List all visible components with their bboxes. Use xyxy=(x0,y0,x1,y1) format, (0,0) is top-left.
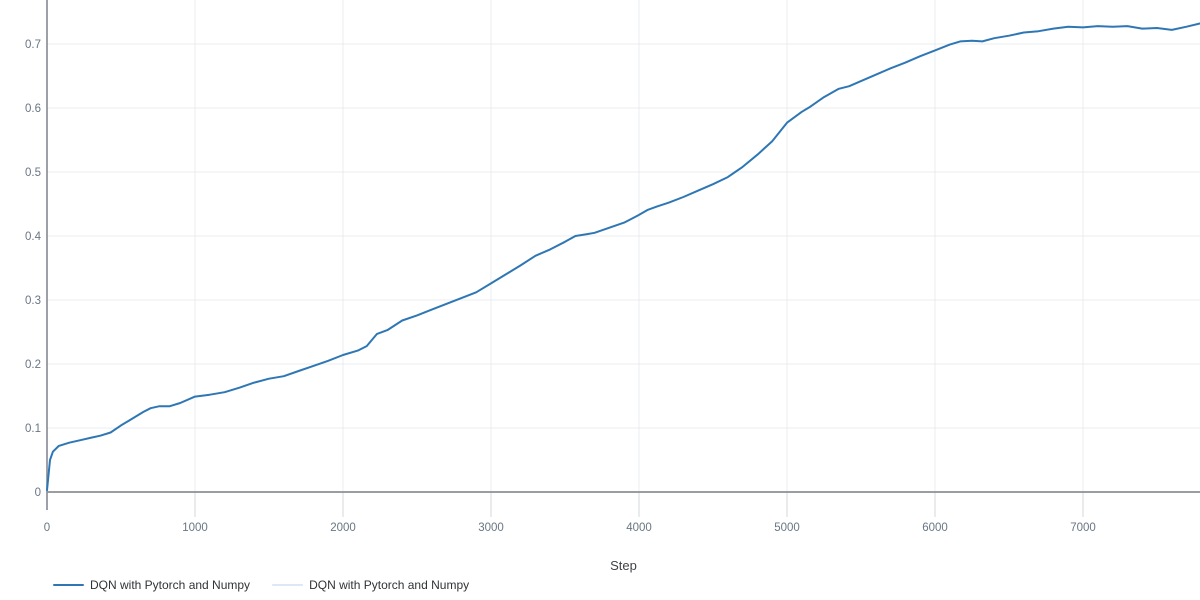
x-tick-label: 0 xyxy=(44,522,50,534)
y-tick-label: 0 xyxy=(35,487,41,499)
x-tick-label: 5000 xyxy=(774,522,800,534)
legend: DQN with Pytorch and Numpy DQN with Pyto… xyxy=(53,578,491,592)
y-tick-label: 0.7 xyxy=(25,39,41,51)
legend-line-swatch-secondary xyxy=(272,583,304,587)
legend-item: DQN with Pytorch and Numpy xyxy=(272,578,469,592)
y-tick-label: 0.3 xyxy=(25,295,41,307)
x-tick-label: 1000 xyxy=(182,522,208,534)
y-tick-label: 0.6 xyxy=(25,103,41,115)
series-line xyxy=(46,22,1200,492)
legend-label: DQN with Pytorch and Numpy xyxy=(309,578,470,592)
y-tick-label: 0.1 xyxy=(25,423,41,435)
y-tick-label: 0.4 xyxy=(25,231,42,243)
x-tick-label: 2000 xyxy=(330,522,356,534)
x-tick-label: 7000 xyxy=(1070,522,1096,534)
legend-line-swatch-primary xyxy=(53,583,84,587)
x-axis-title: Step xyxy=(610,558,637,573)
x-tick-label: 4000 xyxy=(626,522,652,534)
legend-item: DQN with Pytorch and Numpy xyxy=(53,578,250,592)
x-tick-label: 3000 xyxy=(478,522,504,534)
y-tick-label: 0.5 xyxy=(25,167,41,179)
x-tick-label: 6000 xyxy=(922,522,948,534)
y-tick-label: 0.2 xyxy=(25,359,41,371)
legend-label: DQN with Pytorch and Numpy xyxy=(90,578,251,592)
plot-area: 0 0.1 0.2 0.3 0.4 0.5 0.6 0.7 0 1000 2000 3000 4000 5… xyxy=(25,0,1200,534)
